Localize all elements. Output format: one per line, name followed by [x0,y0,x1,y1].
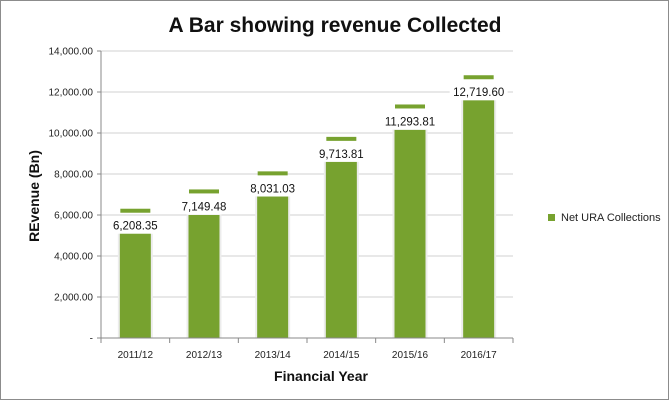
data-label-bg [175,199,233,215]
data-labels: 6,208.35 7,149.48 8,031.03 9,713.81 11,293.8… [106,85,508,234]
y-tick-label: 12,000.00 [49,88,94,99]
value-marker [395,104,425,109]
value-marker [326,136,357,141]
data-label: 8,031.03 [250,183,295,195]
y-tick-label: 4,000.00 [54,252,93,263]
y-tick-label: 2,000.00 [54,293,93,304]
bar [325,161,357,338]
bar [463,100,495,338]
x-tick-label: 2016/17 [461,350,498,361]
data-label: 6,208.35 [113,221,158,233]
value-marker [120,208,151,213]
x-tick-label: 2013/14 [255,350,292,361]
data-label-bg [312,146,371,162]
legend-swatch [548,214,555,221]
data-label: 11,293.81 [385,116,435,128]
bars [117,98,497,338]
data-label: 9,713.81 [319,149,364,161]
data-label-bg [381,114,439,130]
x-tick-label: 2014/15 [323,350,360,361]
x-axis-title: Financial Year [274,368,368,384]
y-axis-title: REvenue (Bn) [26,150,42,242]
data-label: 12,719.60 [453,87,504,99]
x-tick-label: 2012/13 [186,350,223,361]
y-tick-label: 6,000.00 [54,211,93,222]
data-label-bg [243,181,302,197]
y-axis-ticks: - 2,000.00 4,000.00 6,000.00 8,000.00 10,000.… [49,47,101,345]
legend-label: Net URA Collections [561,212,661,224]
data-label-bg [106,218,165,234]
x-axis-ticks: 2011/12 2012/13 2013/14 2014/15 2015/16 2016/… [100,338,514,361]
bar [257,196,289,338]
data-label: 7,149.48 [182,201,227,213]
x-tick-label: 2011/12 [118,350,154,361]
bar [394,129,426,338]
value-marker [189,189,219,194]
bar [188,215,220,338]
gridlines [101,50,513,298]
bar [119,233,151,338]
legend: Net URA Collections [548,212,661,224]
chart-title: A Bar showing revenue Collected [169,14,502,37]
y-tick-label: 10,000.00 [49,129,94,140]
value-marker [257,171,288,176]
x-tick-label: 2015/16 [392,350,429,361]
data-label-bg [449,85,508,101]
value-marker [463,75,494,80]
y-tick-label: - [90,334,93,345]
y-tick-label: 8,000.00 [54,170,93,181]
y-tick-label: 14,000.00 [49,47,94,58]
value-markers [120,75,494,213]
